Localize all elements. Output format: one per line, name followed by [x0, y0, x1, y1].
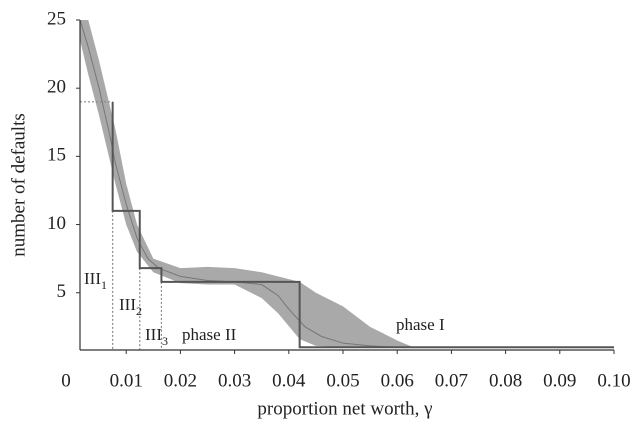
x-tick-label: 0 — [61, 370, 71, 391]
line — [111, 101, 614, 349]
y-tick-label: 10 — [47, 213, 66, 234]
annotation-text: phase I — [396, 315, 445, 334]
x-tick-label: 0.07 — [435, 370, 468, 391]
band — [80, 20, 614, 348]
annotation-text: III — [119, 295, 136, 314]
annotation: III3 — [145, 325, 168, 348]
x-axis-label: proportion net worth, γ — [257, 398, 432, 419]
annotation-text: phase II — [182, 325, 237, 344]
annotation-text: III — [84, 269, 101, 288]
annotation-subscript: 2 — [136, 304, 142, 318]
y-tick-label: 15 — [47, 145, 66, 166]
x-tick-label: 0.08 — [489, 370, 522, 391]
x-tick-label: 0.04 — [272, 370, 306, 391]
y-tick-label: 5 — [57, 281, 67, 302]
x-tick-label: 0.09 — [543, 370, 576, 391]
annotation-text: III — [145, 325, 162, 344]
line — [79, 19, 614, 348]
annotation: phase I — [396, 315, 445, 334]
annotation-subscript: 1 — [101, 278, 107, 292]
y-axis-label: number of defaults — [8, 113, 29, 257]
x-tick-label: 0.05 — [326, 370, 359, 391]
annotation: III2 — [119, 295, 142, 318]
x-tick-label: 0.10 — [597, 370, 630, 391]
x-tick-label: 0.02 — [164, 370, 197, 391]
y-tick-label: 25 — [47, 8, 66, 29]
annotation: phase II — [182, 325, 237, 344]
y-tick-label: 20 — [47, 77, 66, 98]
annotation: III1 — [84, 269, 107, 292]
annotation-subscript: 3 — [162, 334, 168, 348]
x-tick-label: 0.01 — [110, 370, 143, 391]
x-tick-label: 0.06 — [381, 370, 414, 391]
x-tick-label: 0.03 — [218, 370, 251, 391]
